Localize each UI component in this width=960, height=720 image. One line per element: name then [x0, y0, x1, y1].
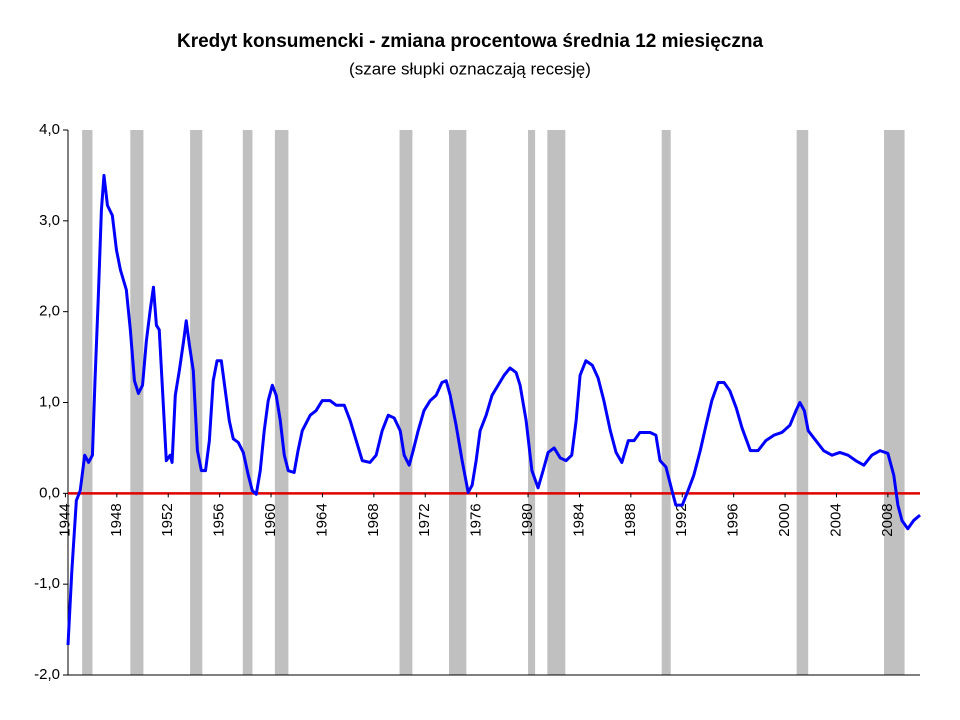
chart-title: Kredyt konsumencki - zmiana procentowa ś… [177, 31, 763, 52]
x-tick-label: 1996 [725, 503, 742, 536]
y-tick-label: 2,0 [39, 303, 60, 320]
x-tick-label: 1948 [108, 503, 125, 536]
recession-band [130, 130, 144, 675]
recession-band [661, 130, 671, 675]
y-tick-label: 1,0 [39, 393, 60, 410]
recession-band [528, 130, 536, 675]
recession-band [82, 130, 93, 675]
x-tick-label: 2004 [827, 503, 844, 536]
x-tick-label: 1992 [673, 503, 690, 536]
x-tick-label: 1944 [56, 503, 73, 536]
x-tick-label: 2008 [879, 503, 896, 536]
x-tick-label: 1976 [468, 503, 485, 536]
x-tick-label: 2000 [776, 503, 793, 536]
recession-band [399, 130, 413, 675]
recession-band [274, 130, 289, 675]
x-tick-label: 1972 [416, 503, 433, 536]
chart-subtitle: (szare słupki oznaczają recesję) [349, 59, 591, 78]
recession-band [884, 130, 905, 675]
y-tick-label: -1,0 [34, 575, 60, 592]
recession-band [796, 130, 809, 675]
y-tick-label: 0,0 [39, 484, 60, 501]
x-tick-label: 1980 [519, 503, 536, 536]
y-tick-label: 3,0 [39, 212, 60, 229]
x-tick-label: 1964 [313, 503, 330, 536]
y-tick-label: 4,0 [39, 121, 60, 138]
y-tick-label: -2,0 [34, 666, 60, 683]
x-tick-label: 1988 [622, 503, 639, 536]
x-tick-label: 1960 [262, 503, 279, 536]
x-tick-label: 1968 [365, 503, 382, 536]
recession-band [449, 130, 467, 675]
x-tick-label: 1952 [159, 503, 176, 536]
x-tick-label: 1956 [211, 503, 228, 536]
x-tick-label: 1984 [570, 503, 587, 536]
recession-band [547, 130, 566, 675]
data-line [66, 173, 921, 646]
recession-band [242, 130, 253, 675]
